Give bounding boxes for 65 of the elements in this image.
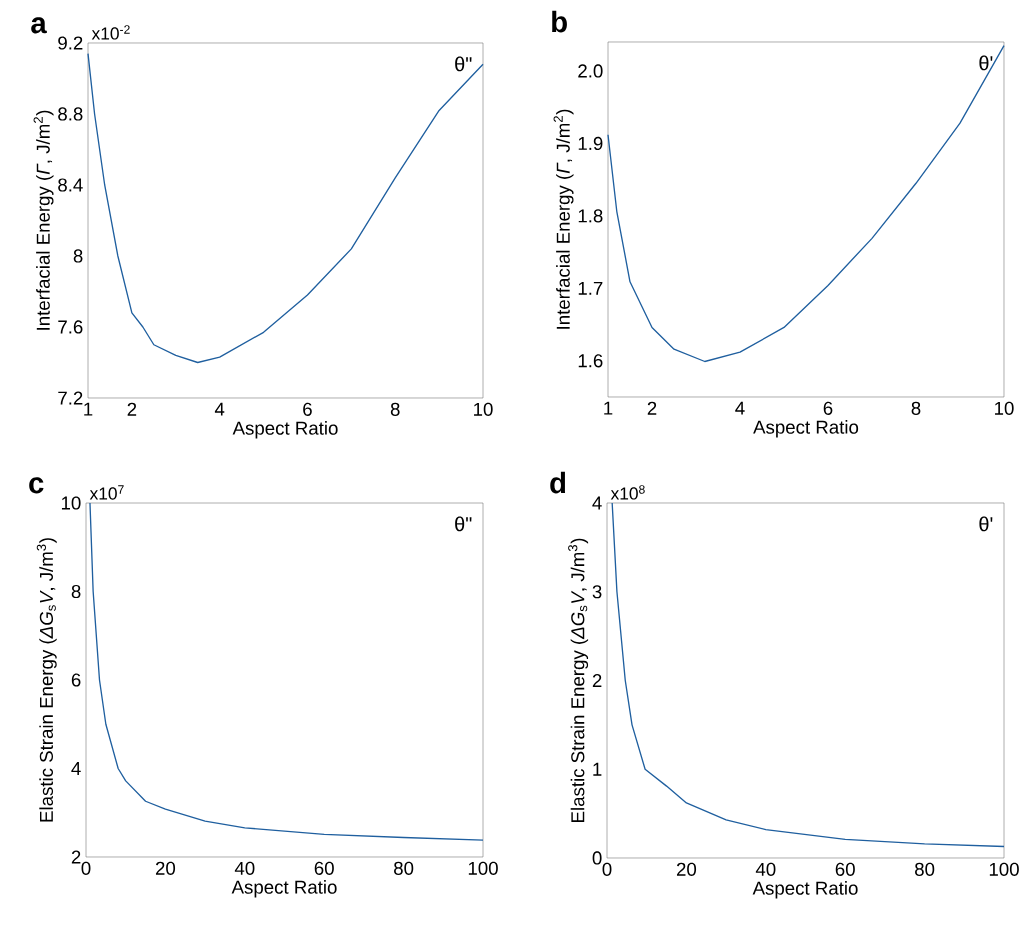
y-tick-label: 6 <box>71 673 81 687</box>
x-axis-title: Aspect Ratio <box>231 880 337 898</box>
x-tick-label: 100 <box>468 861 498 875</box>
y-tick-label: 8.4 <box>58 178 83 192</box>
y-tick-label: 1 <box>593 762 602 776</box>
y-tick-label: 1.7 <box>578 281 603 295</box>
x-tick-label: 80 <box>394 861 414 875</box>
annotation: θ" <box>455 56 472 72</box>
x-tick-label: 1 <box>604 401 613 415</box>
y-tick-label: 4 <box>592 496 602 510</box>
x-tick-label: 6 <box>823 401 833 415</box>
annotation: θ' <box>979 516 993 532</box>
y-tick-label: 1.8 <box>578 209 603 223</box>
x-tick-label: 0 <box>602 862 612 876</box>
x-axis-title: Aspect Ratio <box>232 421 338 439</box>
chart-title: d <box>550 471 566 494</box>
annotation: θ' <box>979 55 993 71</box>
text: x10$^{-2}$ <box>91 25 130 40</box>
x-tick-label: 100 <box>989 862 1019 876</box>
x-tick-label: 10 <box>995 401 1014 415</box>
x-tick-label: 60 <box>835 862 855 876</box>
x-tick-label: 80 <box>915 862 935 876</box>
y-tick-label: 1.9 <box>578 136 603 151</box>
y-tick-label: 2.0 <box>578 64 603 78</box>
chart-title: c <box>29 477 44 494</box>
x-axis-title: Aspect Ratio <box>753 420 859 438</box>
x-tick-label: 10 <box>474 402 493 416</box>
x-tick-label: 2 <box>127 402 137 416</box>
text: x10$^{7}$ <box>89 485 124 500</box>
y-axis-title: Interfacial Energy (Γ, J/m$^{2}$) <box>553 109 574 329</box>
text: x10$^{8}$ <box>610 485 645 500</box>
y-tick-label: 8.8 <box>58 107 83 121</box>
x-tick-label: 8 <box>390 402 400 416</box>
x-tick-label: 40 <box>234 861 255 875</box>
y-tick-label: 1.6 <box>578 354 603 368</box>
y-tick-label: 8 <box>73 249 83 263</box>
x-tick-label: 60 <box>314 861 334 875</box>
x-axis-title: Aspect Ratio <box>752 881 858 899</box>
y-tick-label: 9.2 <box>58 36 83 50</box>
y-tick-label: 2 <box>592 673 602 688</box>
annotation: θ" <box>455 516 472 532</box>
y-tick-label: 7.6 <box>58 320 83 334</box>
x-tick-label: 2 <box>647 401 657 415</box>
x-tick-label: 8 <box>911 401 921 415</box>
y-axis-title: Interfacial Energy (Γ, J/m$^{2}$) <box>33 110 54 330</box>
line-series <box>607 44 1005 363</box>
x-tick-label: 20 <box>155 861 176 875</box>
x-tick-label: 4 <box>214 402 225 416</box>
line-series <box>611 502 1005 848</box>
y-tick-label: 7.2 <box>58 391 83 405</box>
line-series <box>87 52 484 364</box>
line-series <box>89 502 484 841</box>
y-tick-label: 10 <box>61 496 81 510</box>
y-tick-label: 0 <box>592 851 602 865</box>
chart-title: b <box>552 10 567 33</box>
x-tick-label: 1 <box>84 402 93 416</box>
y-tick-label: 2 <box>71 850 81 864</box>
x-tick-label: 20 <box>676 862 697 876</box>
y-tick-label: 3 <box>592 585 602 599</box>
x-tick-label: 6 <box>303 402 312 416</box>
y-tick-label: 8 <box>71 584 81 599</box>
x-tick-label: 40 <box>755 862 776 876</box>
y-tick-label: 4 <box>71 762 81 775</box>
x-tick-label: 4 <box>735 401 745 415</box>
chart-title: a <box>31 17 47 34</box>
